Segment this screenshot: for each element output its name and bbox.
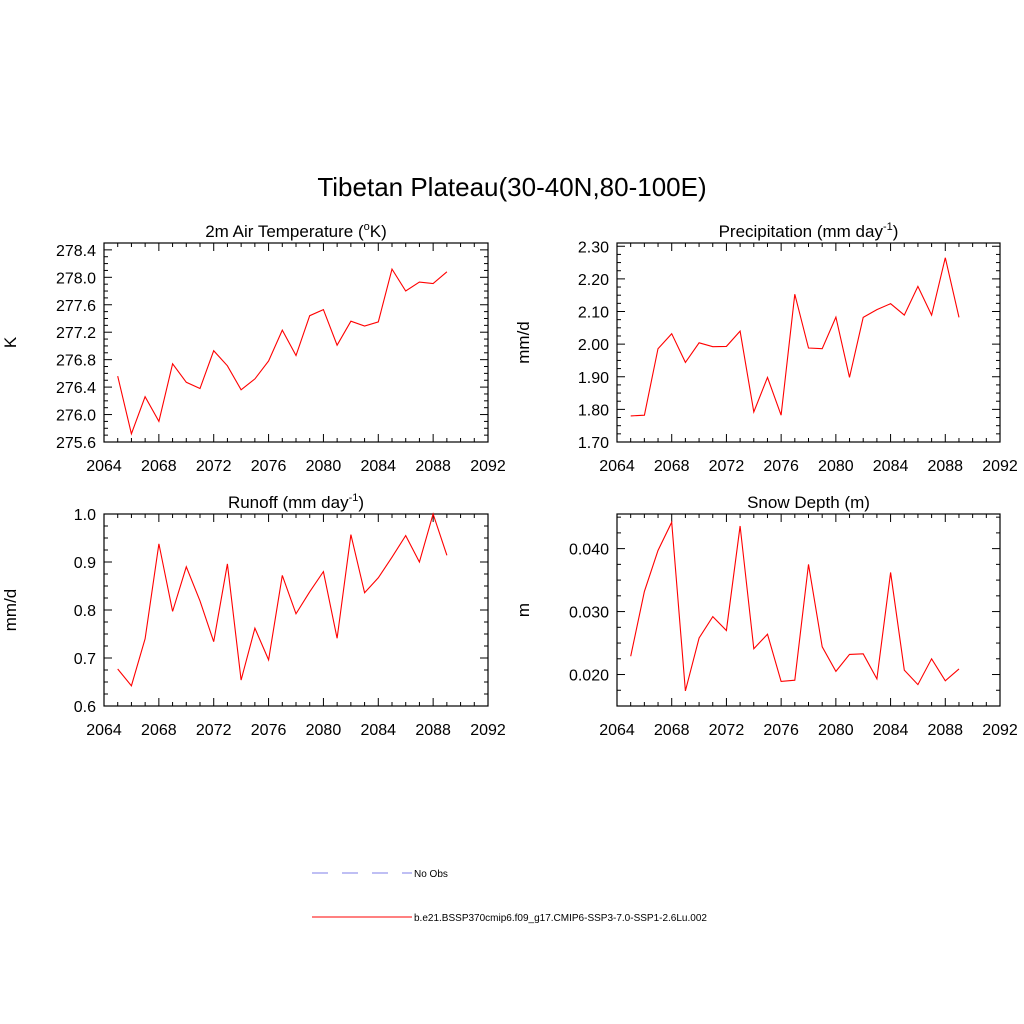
y-tick-label: 2.30	[578, 239, 609, 256]
x-tick-label: 2076	[763, 722, 799, 739]
panel-title-rest: K)	[370, 222, 387, 241]
y-tick-label: 276.4	[56, 380, 96, 397]
panel-title: Snow Depth (m)	[747, 493, 870, 512]
x-tick-label: 2064	[86, 458, 122, 475]
y-tick-label: 1.0	[74, 507, 96, 524]
plot-frame	[616, 242, 1001, 443]
x-tick-label: 2092	[982, 722, 1018, 739]
panel-title: 2m Air Temperature (oK)	[205, 221, 387, 241]
x-tick-label: 2068	[654, 722, 690, 739]
x-tick-label: 2068	[654, 458, 690, 475]
panel-title-main: Precipitation (mm day	[719, 222, 884, 241]
panel-title: Precipitation (mm day-1)	[719, 221, 899, 241]
x-tick-label: 2080	[818, 722, 854, 739]
figure-title: Tibetan Plateau(30-40N,80-100E)	[317, 172, 706, 202]
x-tick-label: 2068	[141, 458, 177, 475]
y-tick-label: 1.70	[578, 435, 609, 452]
y-tick-label: 278.0	[56, 270, 96, 287]
chart-panel-4: 2064 2068 2072 2076 2080 2084 2088 2092 0.020 0.0…	[514, 493, 1018, 739]
x-tick-label: 2088	[927, 458, 963, 475]
y-tick-label: 2.10	[578, 305, 609, 322]
panel-title-main: Runoff (mm day	[228, 493, 349, 512]
panel-title-main: 2m Air Temperature (	[205, 222, 364, 241]
y-axis-label: mm/d	[1, 589, 20, 632]
x-tick-label: 2080	[306, 458, 342, 475]
x-tick-label: 2092	[470, 458, 506, 475]
y-tick-label: 0.9	[74, 555, 96, 572]
chart-panel-2: 2064 2068 2072 2076 2080 2084 2088 2092 1.70 1.80…	[514, 221, 1018, 475]
x-tick-label: 2092	[470, 722, 506, 739]
y-tick-label: 2.00	[578, 337, 609, 354]
x-tick-label: 2076	[251, 458, 287, 475]
x-tick-label: 2080	[818, 458, 854, 475]
x-tick-label: 2072	[709, 722, 745, 739]
y-axis-label: K	[1, 336, 20, 348]
x-tick-label: 2080	[306, 722, 342, 739]
y-tick-label: 276.0	[56, 408, 96, 425]
y-tick-label: 0.030	[569, 605, 609, 622]
x-tick-label: 2088	[927, 722, 963, 739]
y-tick-label: 276.8	[56, 353, 96, 370]
y-axis-label: m	[514, 603, 533, 617]
chart-panels: 2064 2068 2072 2076 2080 2084 2088 2092 275.6 276…	[1, 221, 1018, 739]
y-tick-label: 277.6	[56, 298, 96, 315]
y-tick-label: 0.040	[569, 542, 609, 559]
plot-frame	[103, 513, 489, 707]
x-tick-label: 2064	[599, 458, 635, 475]
panel-title-main: Snow Depth (m)	[747, 493, 870, 512]
panel-title: Runoff (mm day-1)	[228, 492, 364, 512]
x-tick-label: 2084	[360, 722, 396, 739]
y-tick-label: 0.6	[74, 699, 96, 716]
x-tick-label: 2072	[196, 722, 232, 739]
x-tick-label: 2072	[709, 458, 745, 475]
y-tick-label: 275.6	[56, 435, 96, 452]
y-tick-label: 2.20	[578, 272, 609, 289]
x-tick-label: 2084	[873, 458, 909, 475]
x-tick-label: 2076	[763, 458, 799, 475]
x-tick-label: 2088	[415, 722, 451, 739]
x-tick-label: 2092	[982, 458, 1018, 475]
y-tick-label: 278.4	[56, 243, 96, 260]
x-tick-label: 2076	[251, 722, 287, 739]
y-tick-label: 0.8	[74, 603, 96, 620]
x-tick-label: 2088	[415, 458, 451, 475]
legend-obs-label: No Obs	[414, 869, 448, 880]
series-line	[630, 520, 960, 692]
x-tick-label: 2084	[873, 722, 909, 739]
y-tick-label: 1.80	[578, 402, 609, 419]
legend-model-label: b.e21.BSSP370cmip6.f09_g17.CMIP6-SSP3-7.…	[414, 913, 707, 924]
series-line	[630, 257, 960, 417]
series-line	[117, 512, 448, 687]
series-line	[117, 267, 448, 436]
y-tick-label: 1.90	[578, 370, 609, 387]
x-tick-label: 2068	[141, 722, 177, 739]
x-tick-label: 2072	[196, 458, 232, 475]
x-tick-label: 2064	[599, 722, 635, 739]
x-tick-label: 2064	[86, 722, 122, 739]
legend: No Obs b.e21.BSSP370cmip6.f09_g17.CMIP6-…	[312, 869, 707, 924]
y-axis-label: mm/d	[514, 321, 533, 364]
y-tick-label: 0.7	[74, 651, 96, 668]
x-tick-label: 2084	[360, 458, 396, 475]
panel-title-superscript: o	[364, 221, 370, 233]
y-tick-label: 0.020	[569, 668, 609, 685]
panel-title-superscript: -1	[883, 221, 893, 233]
panel-title-superscript: -1	[349, 492, 359, 504]
chart-panel-3: 2064 2068 2072 2076 2080 2084 2088 2092 0.6 0.7 0.…	[1, 492, 506, 739]
panel-title-rest: )	[358, 493, 364, 512]
panel-title-rest: )	[893, 222, 899, 241]
y-tick-label: 277.2	[56, 325, 96, 342]
chart-panel-1: 2064 2068 2072 2076 2080 2084 2088 2092 275.6 276…	[1, 221, 506, 475]
